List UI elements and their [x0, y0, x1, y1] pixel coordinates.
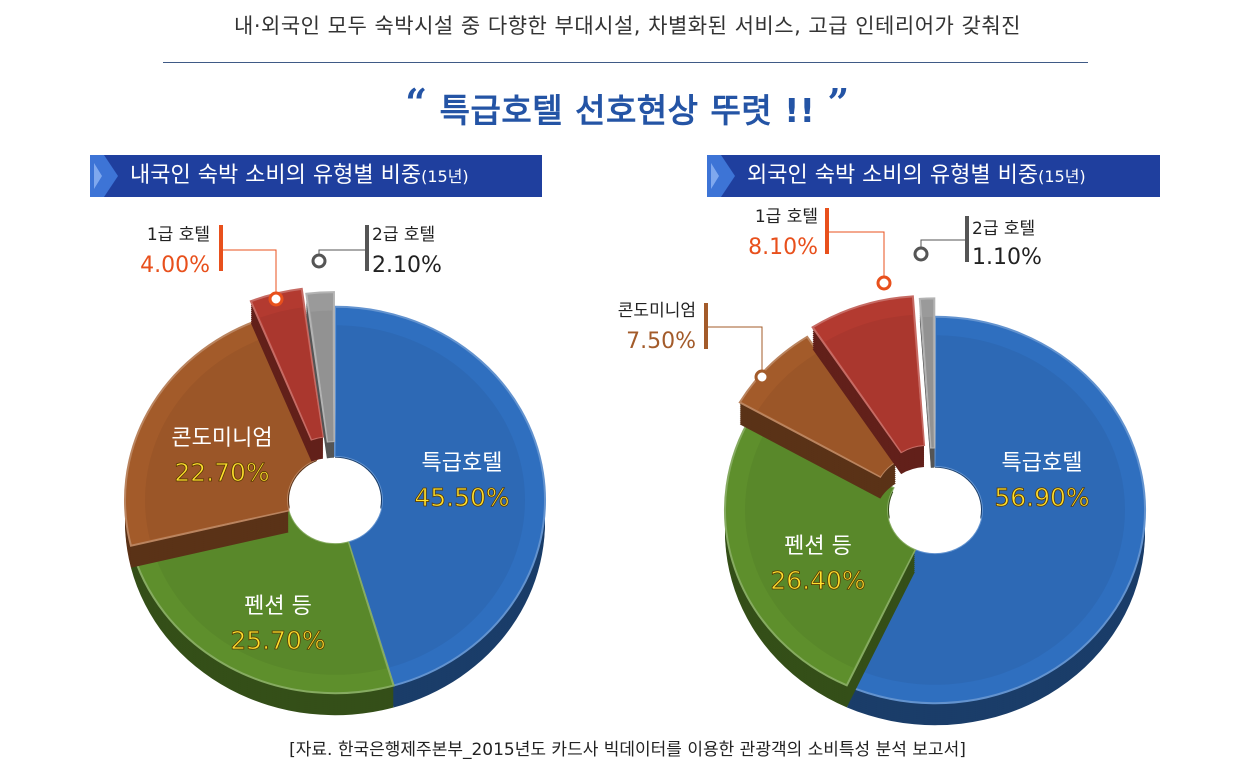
- leader-dot: [754, 369, 770, 385]
- callout-label-second-class-hotel: 2급 호텔: [372, 225, 435, 245]
- source-note: [자료. 한국은행제주본부_2015년도 카드사 빅데이터를 이용한 관광객의 …: [289, 740, 966, 760]
- chart-title-domestic: 내국인 숙박 소비의 유형별 비중(15년): [90, 155, 542, 197]
- slice-first-class-hotel: [249, 287, 325, 462]
- slice-value-pension: 25.70%: [230, 626, 325, 655]
- slice-first-class-hotel: [811, 295, 926, 475]
- chart-title-domestic-suffix: (15년): [421, 167, 469, 186]
- slice-value-condominium: 22.70%: [174, 458, 269, 487]
- slice-value-special-hotel: 45.50%: [414, 483, 509, 512]
- slice-face: [310, 310, 334, 442]
- chart-title-foreign: 외국인 숙박 소비의 유형별 비중(15년): [707, 155, 1160, 197]
- slice-label-condominium: 콘도미니엄: [171, 426, 272, 451]
- slice-value-special-hotel: 56.90%: [994, 483, 1089, 512]
- donut-hole: [289, 457, 381, 543]
- slice-condominium: [738, 335, 898, 499]
- slice-special-hotel: [845, 315, 1146, 726]
- callout-condominium: 콘도미니엄 7.50%: [618, 301, 770, 385]
- slice-special-hotel: [334, 305, 546, 708]
- slice-label-special-hotel: 특급호텔: [422, 451, 503, 476]
- callout-bar: [219, 225, 223, 271]
- leader-dot: [268, 291, 284, 307]
- callout-value-first-class-hotel: 8.10%: [748, 235, 818, 260]
- donut-chart-domestic: 특급호텔 45.50% 펜션 등 25.70% 콘도미니엄 22.70% 1급 호텔 4.00…: [124, 225, 546, 716]
- chevron-right-icon: [707, 155, 735, 197]
- callout-first-class-hotel: 1급 호텔 8.10%: [748, 207, 892, 291]
- slice-face: [758, 353, 896, 477]
- callout-label-first-class-hotel: 1급 호텔: [755, 207, 818, 227]
- callout-label-second-class-hotel: 2급 호텔: [972, 219, 1035, 239]
- callout-first-class-hotel: 1급 호텔 4.00%: [140, 225, 284, 307]
- callout-value-first-class-hotel: 4.00%: [140, 253, 210, 278]
- callout-value-second-class-hotel: 1.10%: [972, 245, 1042, 270]
- slice-face: [260, 307, 323, 440]
- callout-bar: [365, 225, 369, 271]
- donut-hole: [889, 467, 981, 553]
- slice-face: [923, 316, 934, 448]
- slice-second-class-hotel: [305, 291, 335, 464]
- slice-label-pension: 펜션 등: [244, 594, 312, 619]
- leader-line: [221, 249, 277, 299]
- divider: [163, 62, 1088, 63]
- callout-label-first-class-hotel: 1급 호텔: [147, 225, 210, 245]
- chart-title-foreign-suffix: (15년): [1038, 167, 1086, 186]
- callout-bar: [825, 208, 829, 254]
- slice-value-pension: 26.40%: [770, 566, 865, 595]
- callout-bar: [704, 303, 708, 349]
- slice-label-pension: 펜션 등: [784, 534, 852, 559]
- callout-bar: [965, 216, 969, 262]
- chevron-right-icon: [90, 155, 118, 197]
- slice-label-special-hotel: 특급호텔: [1002, 451, 1083, 476]
- slice-pension: [129, 509, 395, 716]
- headline: “ 특급호텔 선호현상 뚜렷 !! ”: [0, 80, 1255, 132]
- callout-second-class-hotel: 2급 호텔 1.10%: [913, 216, 1042, 270]
- slice-second-class-hotel: [918, 297, 936, 470]
- leader-line: [827, 231, 885, 283]
- callout-value-second-class-hotel: 2.10%: [372, 253, 442, 278]
- callout-second-class-hotel: 2급 호텔 2.10%: [311, 225, 442, 278]
- close-quote: ”: [827, 80, 850, 125]
- callout-value-condominium: 7.50%: [626, 329, 696, 354]
- leader-dot: [311, 253, 327, 269]
- slice-face: [150, 510, 387, 675]
- slice-face: [145, 338, 317, 540]
- chart-title-foreign-text: 외국인 숙박 소비의 유형별 비중: [747, 163, 1039, 188]
- subtitle: 내·외국인 모두 숙박시설 중 다향한 부대시설, 차별화된 서비스, 고급 인…: [234, 14, 1021, 38]
- leader-line: [706, 326, 763, 377]
- leader-dot: [876, 275, 892, 291]
- callout-label-condominium: 콘도미니엄: [618, 301, 696, 321]
- leader-dot: [913, 246, 929, 262]
- donut-chart-foreign: 특급호텔 56.90% 펜션 등 26.40% 콘도미니엄 7.50% 1급 호텔 8.10%…: [618, 207, 1146, 726]
- open-quote: “: [405, 80, 428, 125]
- slice-face: [856, 335, 1126, 685]
- headline-text: 특급호텔 선호현상 뚜렷 !!: [439, 91, 816, 130]
- chart-title-domestic-text: 내국인 숙박 소비의 유형별 비중: [130, 163, 422, 188]
- slice-condominium: [124, 319, 319, 568]
- slice-face: [335, 325, 525, 668]
- slice-face: [825, 314, 924, 452]
